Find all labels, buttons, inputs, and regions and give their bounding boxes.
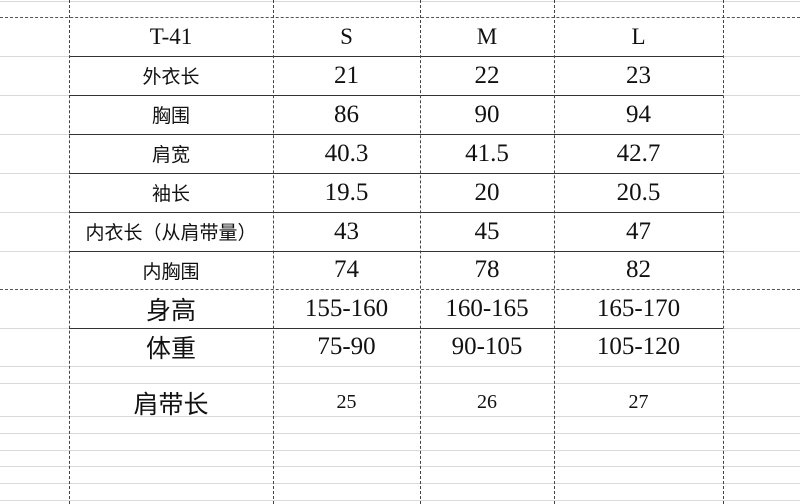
fit-label-cell[interactable]: 身高 [145, 297, 196, 325]
row-gridline [0, 450, 800, 451]
fit-value-cell[interactable]: 105-120 [596, 333, 681, 360]
row-gridline [0, 366, 800, 367]
column-page-break [273, 0, 274, 504]
row-gridline [0, 433, 800, 434]
measure-value-cell[interactable]: 45 [474, 217, 500, 245]
measure-value-cell[interactable]: 20 [474, 178, 500, 206]
measure-value-cell[interactable]: 42.7 [616, 139, 661, 167]
table-border [69, 251, 723, 252]
measure-value-cell[interactable]: 47 [626, 217, 651, 245]
row-gridline [0, 466, 800, 467]
table-border [69, 173, 723, 174]
fit-label-cell[interactable]: 体重 [145, 336, 196, 363]
measure-value-cell[interactable]: 21 [334, 61, 359, 89]
measure-value-cell[interactable]: 20.5 [616, 178, 661, 206]
measure-value-cell[interactable]: 82 [626, 256, 651, 283]
table-border [69, 134, 723, 135]
strap-value-cell[interactable]: 26 [477, 391, 497, 413]
column-page-break [420, 0, 421, 504]
measure-value-cell[interactable]: 78 [474, 256, 500, 283]
measure-value-cell[interactable]: 74 [334, 256, 359, 283]
table-border [69, 328, 723, 329]
measure-label-cell[interactable]: 外衣长 [142, 67, 200, 88]
row-gridline [0, 1, 800, 2]
size-header-cell[interactable]: S [340, 23, 353, 49]
row-gridline [0, 500, 800, 501]
measure-value-cell[interactable]: 90 [474, 100, 500, 128]
measure-value-cell[interactable]: 19.5 [324, 178, 369, 206]
measure-label-cell[interactable]: 袖长 [151, 184, 190, 205]
fit-value-cell[interactable]: 90-105 [451, 333, 523, 360]
strap-value-cell[interactable]: 25 [336, 391, 357, 413]
table-border [69, 56, 723, 57]
measure-value-cell[interactable]: 86 [334, 100, 359, 128]
header-label-cell[interactable]: T-41 [149, 23, 193, 49]
measure-value-cell[interactable]: 40.3 [324, 139, 369, 167]
size-header-cell[interactable]: L [631, 23, 646, 49]
row-gridline [0, 416, 800, 417]
column-page-break [69, 0, 70, 504]
measure-label-cell[interactable]: 胸围 [151, 106, 190, 127]
fit-value-cell[interactable]: 155-160 [304, 294, 389, 322]
table-border [69, 95, 723, 96]
row-gridline [0, 289, 800, 290]
measure-label-cell[interactable]: 肩宽 [151, 145, 190, 166]
measure-value-cell[interactable]: 43 [334, 217, 359, 245]
fit-value-cell[interactable]: 160-165 [445, 294, 529, 322]
measure-value-cell[interactable]: 94 [626, 100, 651, 128]
strap-label-cell[interactable]: 肩带长 [133, 391, 209, 419]
fit-value-cell[interactable]: 75-90 [317, 333, 376, 360]
table-border [69, 212, 723, 213]
measure-label-cell[interactable]: 内衣长（从肩带量） [85, 223, 257, 244]
row-gridline [0, 17, 800, 18]
strap-value-cell[interactable]: 27 [628, 391, 649, 413]
measure-value-cell[interactable]: 22 [474, 61, 500, 89]
row-gridline [0, 483, 800, 484]
measure-label-cell[interactable]: 内胸围 [142, 261, 200, 283]
measure-value-cell[interactable]: 23 [626, 61, 651, 89]
size-header-cell[interactable]: M [476, 23, 498, 49]
fit-value-cell[interactable]: 165-170 [596, 294, 681, 322]
measure-value-cell[interactable]: 41.5 [465, 139, 509, 167]
column-page-break [554, 0, 555, 504]
column-page-break [723, 0, 724, 504]
row-gridline [0, 383, 800, 384]
